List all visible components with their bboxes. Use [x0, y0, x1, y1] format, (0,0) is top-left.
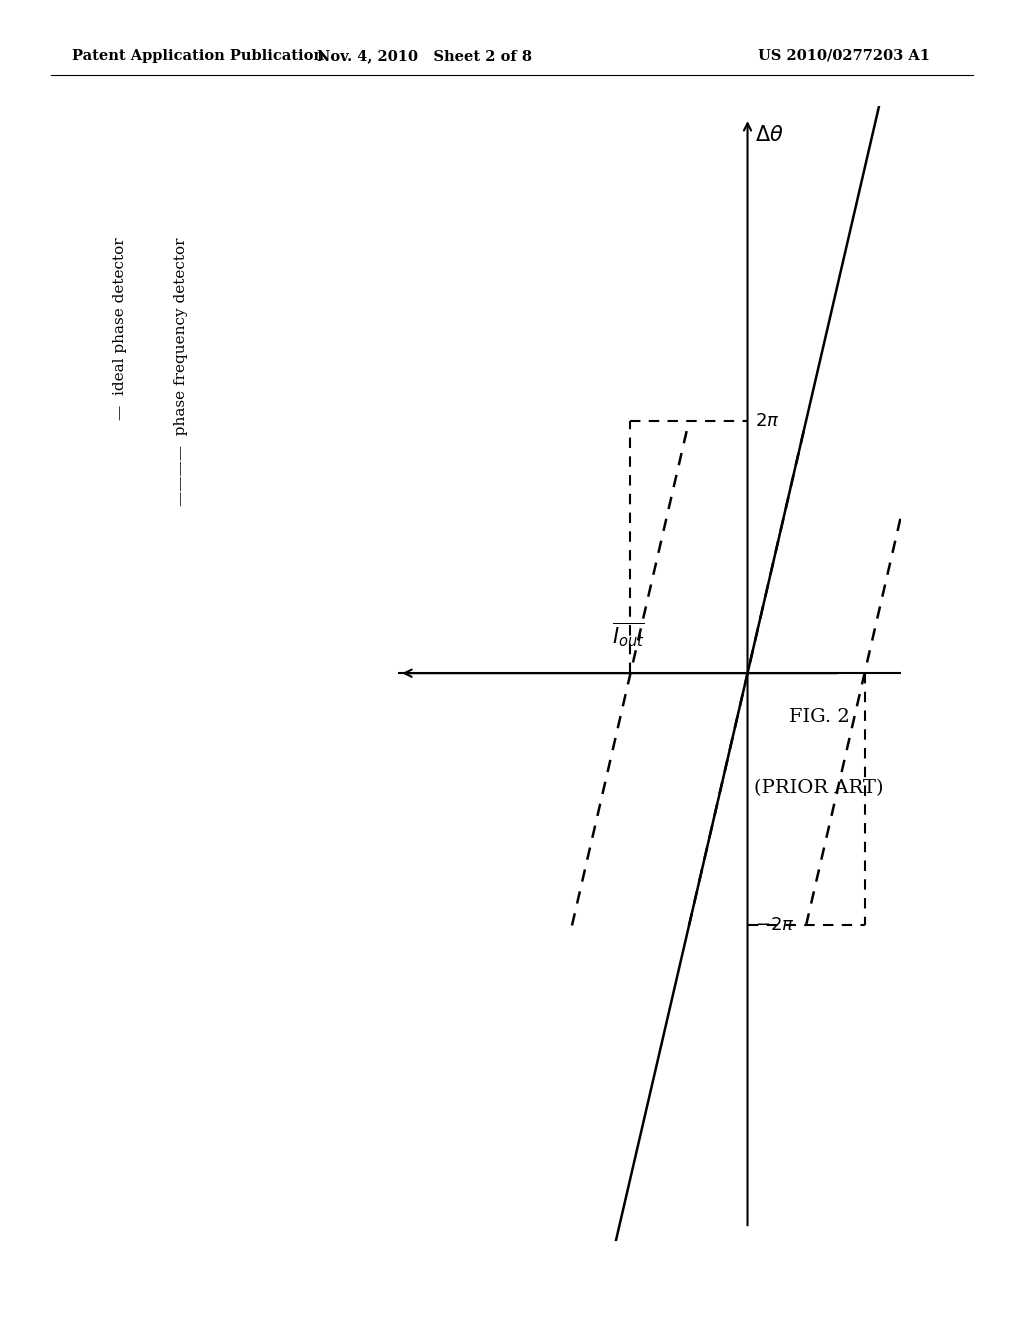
Text: $2\pi$: $2\pi$ — [755, 412, 779, 430]
Text: —  ideal phase detector: — ideal phase detector — [113, 238, 127, 420]
Text: $\overline{I_{out}}$: $\overline{I_{out}}$ — [612, 622, 645, 651]
Text: $-2\pi$: $-2\pi$ — [755, 916, 795, 935]
Text: US 2010/0277203 A1: US 2010/0277203 A1 — [758, 49, 930, 63]
Text: ————  phase frequency detector: ———— phase frequency detector — [174, 238, 188, 506]
Text: Nov. 4, 2010   Sheet 2 of 8: Nov. 4, 2010 Sheet 2 of 8 — [317, 49, 532, 63]
Text: FIG. 2: FIG. 2 — [788, 708, 850, 726]
Text: $\Delta\theta$: $\Delta\theta$ — [755, 124, 783, 144]
Text: Patent Application Publication: Patent Application Publication — [72, 49, 324, 63]
Text: (PRIOR ART): (PRIOR ART) — [755, 779, 884, 797]
